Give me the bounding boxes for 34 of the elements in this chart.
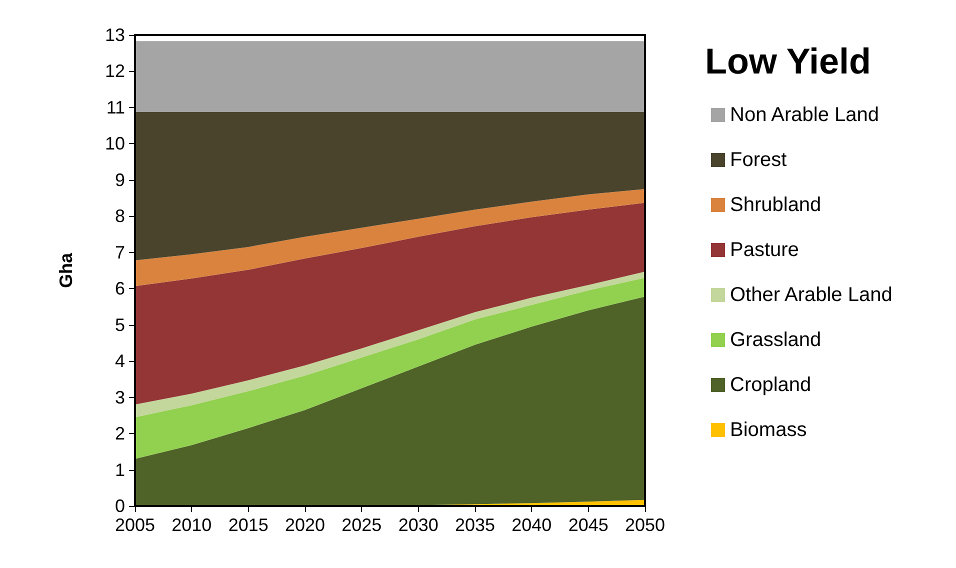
y-tick-label: 12: [104, 61, 125, 82]
y-tick-label: 5: [114, 314, 125, 335]
y-tick-label: 10: [104, 134, 125, 154]
x-tick-label: 2020: [284, 515, 326, 535]
y-tick-label: 11: [106, 97, 125, 118]
x-tick-label: 2010: [172, 515, 212, 535]
legend-label: Biomass: [730, 419, 807, 441]
text: Low Yield: [705, 40, 872, 82]
x-tick-label: 2005: [114, 515, 156, 535]
y-tick-label: 8: [114, 206, 125, 226]
legend-label: Non Arable Land: [730, 104, 880, 126]
y-tick-label: 6: [114, 278, 125, 299]
y-tick-label: 3: [114, 387, 125, 408]
x-tick-label: 2030: [398, 515, 438, 535]
y-tick-label: 4: [114, 351, 125, 372]
y-tick-label: 13: [104, 25, 125, 45]
x-tick-label: 2045: [568, 515, 608, 535]
x-tick-label: 2015: [228, 515, 268, 535]
x-tick-label: 2025: [342, 515, 382, 535]
y-tick-label: 0: [114, 496, 125, 516]
y-tick-label: 1: [114, 460, 125, 480]
x-tick-label: 2040: [512, 515, 552, 535]
y-axis-title: Gha: [56, 252, 76, 288]
legend-label: Other Arable Land: [730, 284, 892, 306]
legend-label: Cropland: [730, 374, 812, 396]
legend-label: Grassland: [730, 329, 822, 351]
legend-label: Forest: [730, 149, 788, 171]
x-tick-label: 2035: [454, 515, 496, 535]
y-tick-label: 2: [114, 424, 125, 444]
y-tick-label: 7: [114, 242, 125, 262]
y-tick-label: 9: [114, 170, 125, 190]
x-tick-label: 2050: [624, 515, 666, 535]
legend-label: Pasture: [730, 239, 799, 261]
legend-label: Shrubland: [730, 194, 822, 216]
